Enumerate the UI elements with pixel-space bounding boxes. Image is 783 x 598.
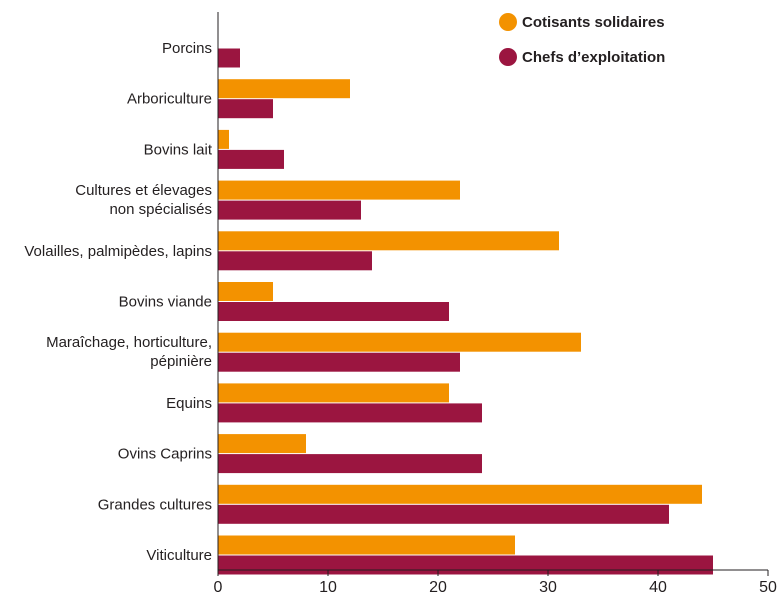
bar-chefs-1 [218, 99, 273, 119]
bar-cotisants-8 [218, 434, 306, 454]
x-tick-label-5: 50 [759, 579, 777, 596]
category-label-6: Maraîchage, horticulture, pépinière [46, 334, 212, 370]
category-label-7: Equins [166, 395, 212, 412]
category-label-3: Cultures et élevages non spécialisés [75, 182, 212, 218]
bar-chefs-3 [218, 200, 361, 220]
x-tick-label-4: 40 [649, 579, 667, 596]
bar-cotisants-10 [218, 535, 515, 555]
legend-swatch-0 [499, 13, 517, 31]
category-labels: Porcins Arboriculture Bovins lait Cultures … [24, 40, 212, 564]
bar-cotisants-4 [218, 231, 559, 251]
axes-layer [217, 12, 768, 571]
bar-cotisants-2 [218, 129, 229, 149]
x-tick-label-0: 0 [214, 579, 223, 596]
category-label-0: Porcins [162, 40, 212, 57]
category-label-9: Grandes cultures [98, 496, 212, 513]
legend-label-1: Chefs d’exploitation [522, 49, 665, 66]
category-label-5: Bovins viande [119, 294, 212, 311]
x-tick-label-2: 20 [429, 579, 447, 596]
bar-cotisants-9 [218, 484, 702, 504]
category-label-10: Viticulture [146, 547, 212, 564]
bar-cotisants-5 [218, 282, 273, 301]
bar-chefs-6 [218, 352, 460, 372]
x-tick-label-1: 10 [319, 579, 337, 596]
category-label-1: Arboriculture [127, 91, 212, 108]
category-label-2: Bovins lait [144, 141, 213, 158]
legend-label-0: Cotisants solidaires [522, 14, 665, 31]
bar-chefs-4 [218, 251, 372, 271]
x-tick-label-3: 30 [539, 579, 557, 596]
bar-cotisants-1 [218, 79, 350, 99]
bar-chefs-10 [218, 555, 713, 575]
bar-chefs-9 [218, 504, 669, 524]
bar-cotisants-7 [218, 383, 449, 403]
legend-swatch-1 [499, 48, 517, 66]
bar-chefs-8 [218, 454, 482, 474]
bar-chefs-2 [218, 149, 284, 169]
bars-layer [218, 48, 713, 575]
legend: Cotisants solidaires Chefs d’exploitation [499, 13, 665, 66]
bar-chefs-7 [218, 403, 482, 423]
bar-cotisants-6 [218, 332, 581, 352]
category-label-4: Volailles, palmipèdes, lapins [24, 243, 212, 260]
x-ticks: 0 10 20 30 40 50 [214, 570, 777, 596]
category-label-8: Ovins Caprins [118, 446, 212, 463]
bar-chefs-5 [218, 302, 449, 321]
bar-chefs-0 [218, 48, 240, 68]
bar-cotisants-3 [218, 180, 460, 200]
